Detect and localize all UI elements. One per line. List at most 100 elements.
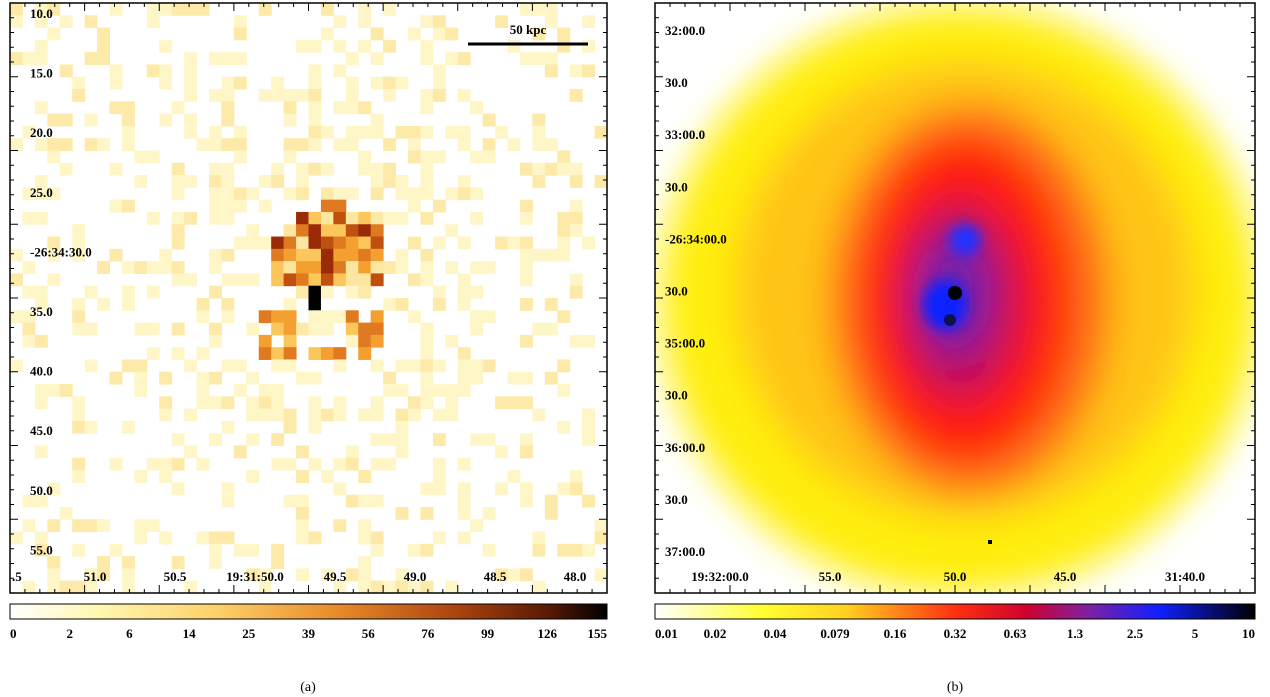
pixel: [457, 236, 471, 250]
y-label: 10.0: [30, 6, 53, 21]
pixel: [333, 248, 347, 262]
pixel: [457, 187, 471, 201]
pixel: [432, 150, 446, 164]
pixel: [383, 76, 397, 90]
y-label: 30.0: [665, 179, 688, 194]
pixel: [333, 273, 347, 287]
pixel: [47, 556, 61, 569]
pixel: [320, 224, 334, 238]
pixel: [557, 39, 571, 53]
pixel: [345, 76, 359, 90]
pixel: [22, 580, 36, 594]
pixel: [59, 15, 73, 29]
pixel: [209, 52, 222, 65]
pixel: [84, 15, 98, 29]
pixel: [296, 138, 309, 151]
pixel: [569, 162, 583, 176]
pixel: [532, 408, 546, 422]
pixel: [221, 359, 235, 373]
pixel: [370, 162, 384, 176]
pixel: [420, 162, 434, 176]
pixel: [420, 347, 434, 360]
pixel: [495, 396, 508, 410]
pixel: [519, 396, 533, 410]
pixel: [134, 531, 148, 545]
pixel: [532, 162, 546, 176]
pixel: [457, 347, 471, 360]
pixel: [308, 420, 322, 434]
pixel: [221, 531, 235, 545]
pixel: [121, 261, 135, 274]
pixel: [171, 482, 185, 496]
pixel: [358, 470, 372, 483]
pixel: [432, 470, 446, 483]
pixel: [209, 211, 222, 225]
pixel: [233, 138, 247, 151]
pixel: [283, 334, 297, 348]
colorbar-label: 126: [538, 626, 558, 641]
colorbar-b: [654, 603, 1256, 620]
pixel: [10, 138, 23, 151]
pixel: [308, 408, 322, 422]
pixel: [333, 199, 347, 213]
pixel: [308, 89, 322, 102]
pixel: [519, 482, 533, 496]
pixel: [121, 125, 135, 139]
pixel: [395, 76, 409, 90]
pixel: [47, 138, 61, 151]
pixel: [507, 138, 521, 151]
pixel: [109, 199, 123, 213]
y-label: 20.0: [30, 125, 53, 140]
pixel: [308, 224, 322, 238]
pixel: [333, 15, 347, 29]
pixel: [544, 322, 558, 336]
pixel: [457, 506, 471, 520]
pixel: [333, 347, 347, 360]
pixel: [34, 15, 48, 29]
pixel: [209, 89, 222, 102]
pixel: [184, 273, 198, 287]
pixel: [258, 236, 272, 250]
pixel: [10, 52, 23, 65]
pixel: [47, 113, 61, 127]
pixel: [432, 482, 446, 496]
colorbar-label: 2.5: [1127, 626, 1144, 641]
colorbar-label: 1.3: [1067, 626, 1084, 641]
pixel: [383, 39, 397, 53]
pixel: [72, 519, 86, 533]
pixel: [34, 39, 48, 53]
pixel: [320, 322, 334, 336]
pixel: [519, 211, 533, 225]
pixel: [47, 248, 61, 262]
pixel: [171, 261, 185, 274]
pixel: [507, 39, 521, 53]
pixel: [420, 396, 434, 410]
pixel: [283, 494, 297, 508]
pixel: [420, 15, 434, 29]
pixel: [383, 298, 397, 311]
x-label: 55.0: [819, 569, 842, 584]
y-label: 25.0: [30, 185, 53, 200]
pixel: [569, 470, 583, 483]
pixel: [159, 248, 173, 262]
pixel: [109, 371, 123, 385]
y-label: 30.0: [665, 388, 688, 403]
pixel: [569, 199, 583, 213]
pixel: [22, 285, 36, 299]
pixel: [159, 76, 173, 90]
pixel: [84, 285, 98, 299]
pixel: [420, 482, 434, 496]
pixel: [171, 187, 185, 201]
pixel: [10, 310, 23, 324]
pixel: [271, 347, 285, 360]
pixel: [59, 506, 73, 520]
pixel: [333, 236, 347, 250]
pixel: [296, 162, 309, 176]
pixel: [370, 457, 384, 471]
pixel: [258, 334, 272, 348]
pixel: [519, 236, 533, 250]
pixel: [507, 470, 521, 483]
pixel: [134, 359, 148, 373]
pixel: [507, 371, 521, 385]
pixel: [121, 285, 135, 299]
